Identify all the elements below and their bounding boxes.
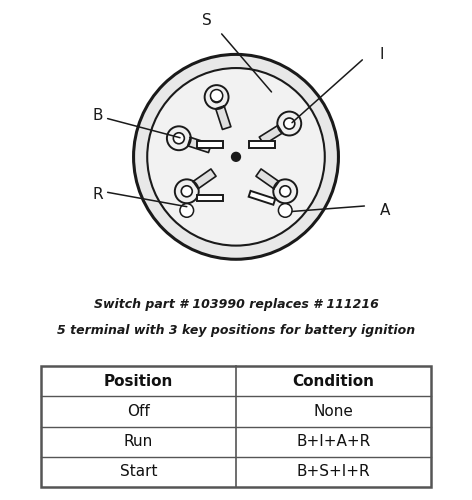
Text: Position: Position (104, 374, 173, 389)
Circle shape (181, 186, 192, 197)
Polygon shape (256, 169, 279, 189)
Bar (41, 366, 431, 487)
Text: R: R (93, 187, 103, 202)
Polygon shape (259, 126, 283, 144)
Circle shape (167, 126, 191, 150)
Text: Start: Start (119, 464, 157, 479)
Polygon shape (193, 169, 216, 189)
Circle shape (205, 85, 228, 109)
Text: A: A (379, 202, 390, 218)
Text: Run: Run (124, 434, 153, 449)
Polygon shape (216, 106, 231, 130)
Text: I: I (379, 47, 384, 62)
Circle shape (173, 133, 185, 144)
Text: 5 terminal with 3 key positions for battery ignition: 5 terminal with 3 key positions for batt… (57, 324, 415, 338)
Text: Switch part # 103990 replaces # 111216: Switch part # 103990 replaces # 111216 (93, 298, 379, 311)
Bar (249, 191, 275, 204)
Circle shape (273, 180, 297, 204)
Text: B+S+I+R: B+S+I+R (297, 464, 371, 479)
Text: Condition: Condition (293, 374, 375, 389)
Text: None: None (314, 404, 354, 419)
Bar (197, 142, 223, 148)
Circle shape (284, 118, 295, 129)
Text: S: S (202, 12, 212, 28)
Circle shape (211, 92, 222, 102)
Circle shape (147, 68, 325, 246)
Circle shape (278, 204, 292, 218)
Polygon shape (188, 138, 211, 152)
Circle shape (175, 180, 199, 204)
Text: B: B (93, 108, 103, 124)
Bar (197, 194, 223, 201)
Circle shape (278, 112, 301, 136)
Bar (249, 142, 275, 148)
Text: Off: Off (127, 404, 150, 419)
Circle shape (180, 204, 194, 218)
Circle shape (211, 90, 223, 102)
Circle shape (134, 54, 338, 260)
Circle shape (232, 152, 240, 162)
Text: B+I+A+R: B+I+A+R (296, 434, 371, 449)
Circle shape (280, 186, 291, 197)
